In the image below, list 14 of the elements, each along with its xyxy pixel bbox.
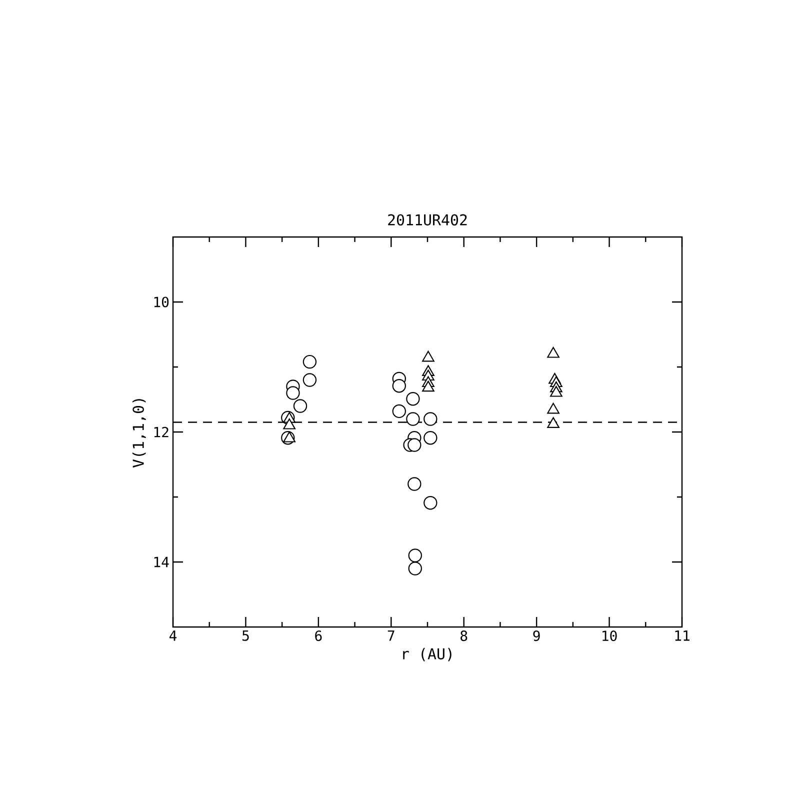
y-axis-title: V(1,1,0) (132, 399, 146, 468)
x-tick-label: 9 (533, 630, 540, 642)
x-tick-label: 8 (460, 630, 468, 642)
y-tick-label: 10 (154, 296, 169, 308)
x-tick-label: 4 (169, 630, 177, 641)
x-axis-title: r (AU) (403, 648, 452, 662)
chart-title: 2011UR402 (388, 214, 467, 226)
x-tick-label: 5 (242, 630, 249, 641)
x-tick-label: 10 (602, 630, 617, 642)
y-tick-label: 12 (154, 426, 168, 438)
x-tick-label: 7 (388, 630, 394, 641)
x-tick-label: 6 (315, 630, 322, 642)
x-tick-label: 11 (675, 630, 690, 641)
y-tick-label: 14 (154, 556, 169, 568)
